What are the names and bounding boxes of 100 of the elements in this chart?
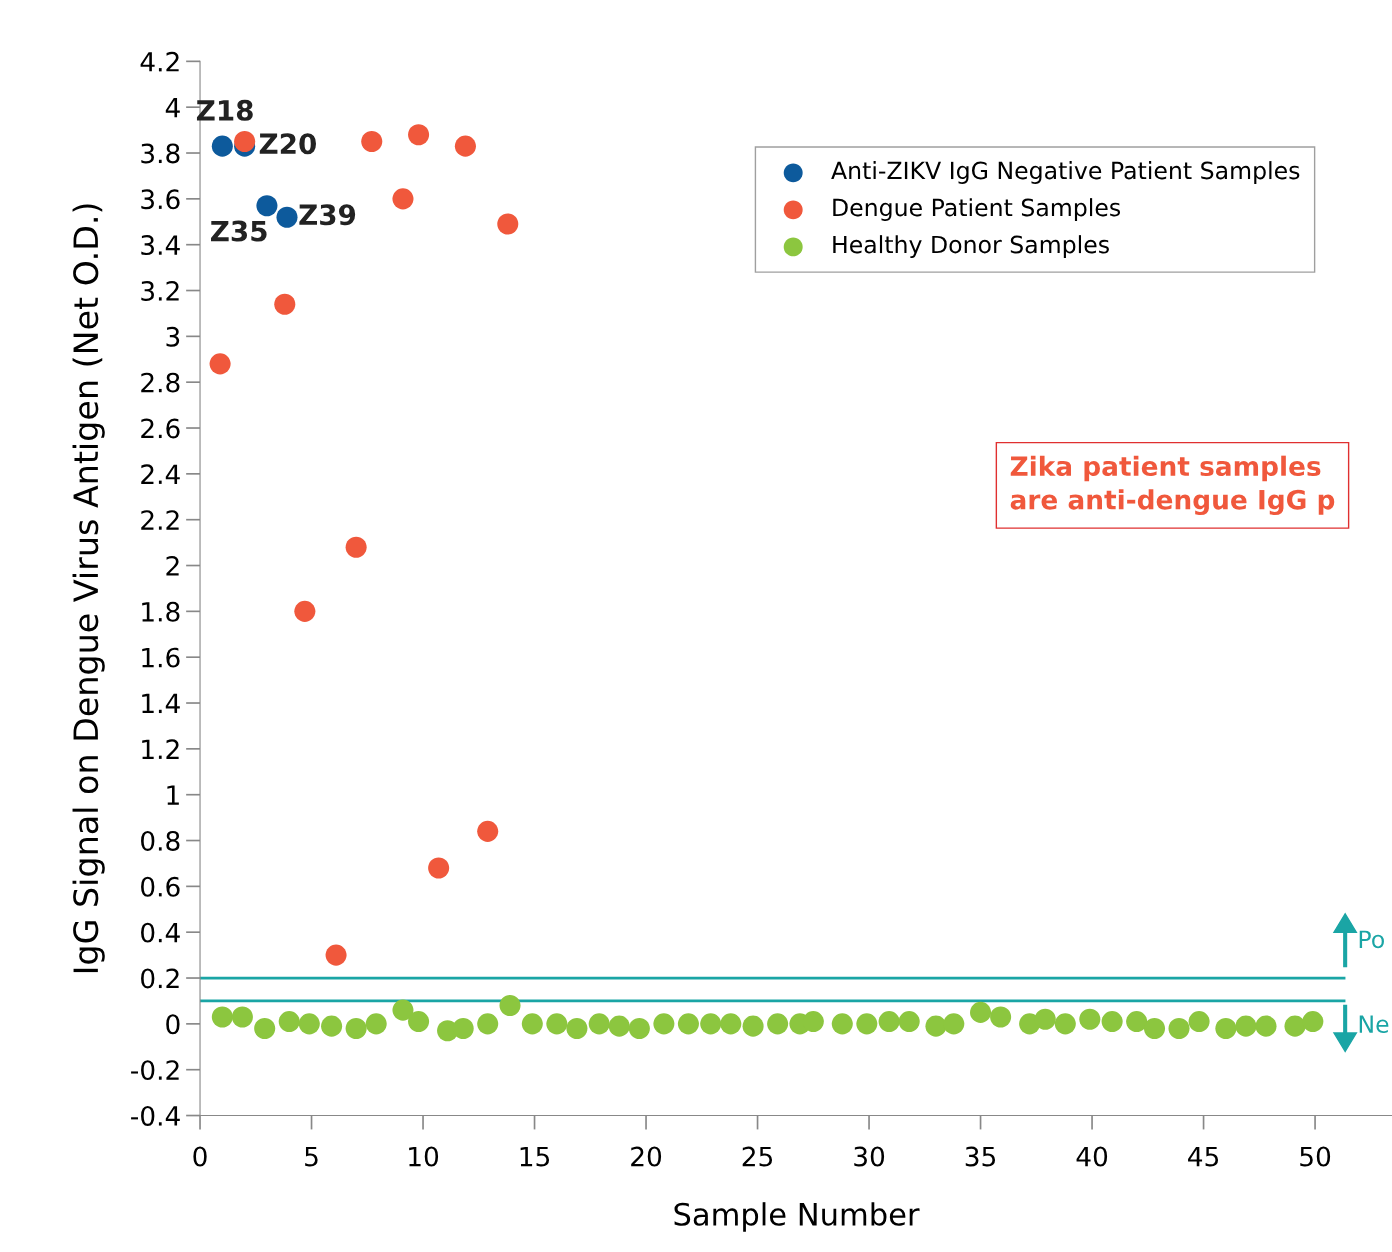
- y-tick-label: 3.4: [141, 235, 180, 256]
- point: [970, 1001, 992, 1023]
- point: [477, 1013, 499, 1035]
- x-tick-label: 45: [1188, 1146, 1219, 1167]
- point: [254, 1017, 276, 1039]
- point: [365, 1013, 387, 1035]
- point: [700, 1013, 722, 1035]
- x-axis-title: Sample Number: [674, 1202, 920, 1232]
- point: [990, 1006, 1012, 1028]
- legend-label: Anti-ZIKV IgG Negative Patient Samples: [831, 161, 1300, 184]
- y-tick-label: 2.2: [141, 510, 179, 530]
- point: [566, 1017, 588, 1039]
- y-tick-label: 1: [167, 785, 179, 805]
- point: [454, 135, 476, 157]
- point: [1054, 1013, 1076, 1035]
- point: [1101, 1011, 1123, 1033]
- point: [1079, 1008, 1101, 1030]
- y-tick-label: 0.6: [141, 876, 180, 897]
- point: [1215, 1017, 1237, 1039]
- point: [325, 944, 347, 966]
- point: [428, 857, 450, 879]
- x-tick-label: 25: [742, 1146, 773, 1167]
- y-tick-label: -0.2: [131, 1060, 179, 1081]
- point: [628, 1017, 650, 1039]
- x-tick-label: 15: [520, 1146, 550, 1167]
- point: [392, 188, 414, 210]
- legend-label: Dengue Patient Samples: [833, 198, 1121, 221]
- point: [546, 1013, 568, 1035]
- point: [452, 1017, 474, 1039]
- point: [256, 195, 278, 217]
- point: [408, 1011, 430, 1033]
- point: [211, 1006, 233, 1028]
- x-tick-label: 50: [1300, 1146, 1331, 1167]
- point: [209, 353, 231, 375]
- x-tick-label: 35: [965, 1146, 996, 1167]
- y-tick-label: 3.8: [141, 143, 180, 164]
- point: [1255, 1015, 1277, 1037]
- annotation: Zika patient samples are anti-dengue IgG p: [1010, 455, 1335, 515]
- y-tick-label: 3: [166, 326, 180, 347]
- point: [298, 1013, 320, 1035]
- point: [1302, 1011, 1324, 1033]
- point: [274, 293, 296, 315]
- point: [294, 600, 316, 622]
- x-tick-label: 20: [631, 1146, 662, 1167]
- x-tick-label: 30: [854, 1146, 885, 1167]
- point: [321, 1015, 343, 1037]
- y-tick-label: 4: [165, 97, 180, 118]
- y-tick-label: 3.6: [141, 189, 180, 210]
- y-tick-label: -0.4: [131, 1105, 180, 1126]
- x-tick-label: 5: [305, 1146, 318, 1167]
- point: [588, 1013, 610, 1035]
- annotation: Z18: [196, 99, 253, 121]
- annotation: Z39: [299, 204, 356, 226]
- point: [1168, 1017, 1190, 1039]
- point: [856, 1013, 878, 1035]
- y-tick-label: 3.2: [141, 280, 179, 301]
- point: [925, 1015, 947, 1037]
- point: [278, 1011, 300, 1033]
- point: [608, 1015, 630, 1037]
- point: [231, 1006, 253, 1028]
- x-tick-label: 0: [193, 1146, 207, 1167]
- point: [653, 1013, 675, 1035]
- y-tick-label: 1.4: [142, 693, 180, 714]
- point: [345, 1017, 367, 1039]
- point: [345, 536, 367, 558]
- annotation: Z20: [259, 133, 316, 155]
- point: [767, 1013, 789, 1035]
- point: [361, 131, 383, 153]
- annotation: Z35: [211, 220, 267, 242]
- point: [831, 1013, 853, 1035]
- point: [408, 124, 430, 146]
- x-tick-label: 10: [409, 1146, 439, 1167]
- y-tick-label: 1.6: [142, 647, 180, 668]
- y-tick-label: 0: [166, 1014, 180, 1035]
- point: [802, 1011, 824, 1033]
- y-tick-label: 2: [166, 555, 179, 576]
- point: [677, 1013, 699, 1035]
- x-tick-label: 40: [1076, 1146, 1108, 1167]
- y-tick-label: 2.8: [141, 372, 180, 393]
- y-axis-title: IgG Signal on Dengue Virus Antigen (Net O.D.): [72, 204, 105, 973]
- y-tick-label: 4.2: [140, 51, 179, 72]
- point: [521, 1013, 543, 1035]
- point: [878, 1011, 900, 1033]
- point: [499, 995, 521, 1017]
- point: [742, 1015, 764, 1037]
- point: [477, 820, 499, 842]
- point: [1034, 1008, 1056, 1030]
- point: [1126, 1011, 1148, 1033]
- point: [392, 999, 414, 1021]
- point: [276, 206, 298, 228]
- y-tick-label: 0.4: [141, 922, 180, 943]
- y-tick-label: 0.8: [141, 830, 180, 851]
- annotation: Po: [1359, 930, 1384, 949]
- point: [898, 1011, 920, 1033]
- point: [1143, 1017, 1166, 1039]
- y-tick-label: 2.6: [141, 418, 180, 439]
- annotation: Ne: [1359, 1015, 1389, 1034]
- point: [497, 213, 519, 235]
- legend-label: Healthy Donor Samples: [833, 235, 1109, 258]
- point: [1235, 1015, 1257, 1037]
